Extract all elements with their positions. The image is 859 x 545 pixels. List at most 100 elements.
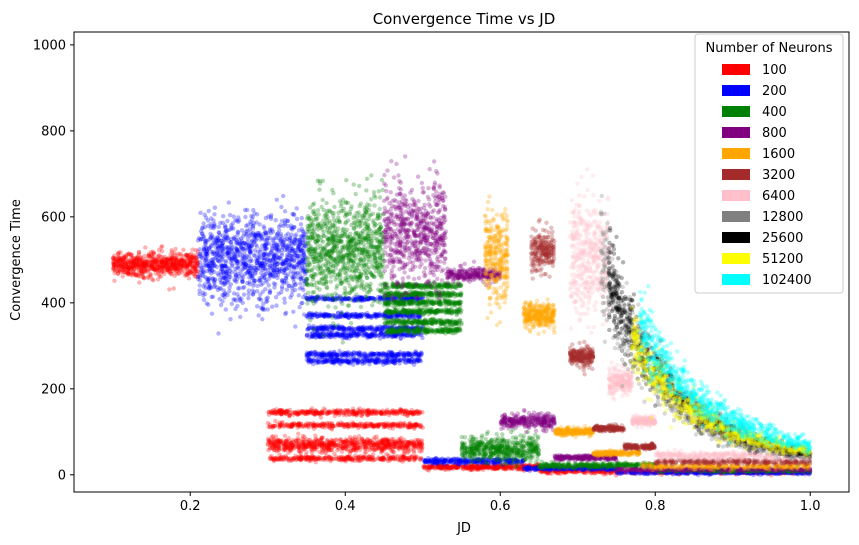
data-point-100 — [146, 269, 151, 274]
data-point-100 — [147, 255, 153, 260]
data-point-200 — [208, 225, 214, 230]
data-point-200 — [270, 261, 275, 266]
data-point-100 — [150, 260, 156, 265]
data-point-100 — [116, 250, 122, 255]
data-point-200 — [276, 249, 281, 254]
data-point-100 — [330, 442, 335, 447]
data-point-100 — [163, 261, 168, 266]
data-point-100 — [304, 410, 309, 415]
data-point-200 — [222, 225, 228, 230]
data-point-200 — [219, 243, 225, 248]
data-point-100 — [156, 271, 161, 277]
data-point-200 — [203, 215, 209, 220]
data-point-200 — [239, 228, 245, 233]
data-point-200 — [214, 235, 220, 240]
data-point-100 — [325, 438, 330, 444]
data-point-100 — [140, 263, 146, 268]
data-point-200 — [282, 280, 287, 286]
data-point-100 — [179, 263, 184, 268]
data-point-100 — [123, 255, 128, 260]
data-point-100 — [601, 472, 606, 477]
data-point-100 — [125, 272, 130, 277]
data-point-100 — [125, 270, 131, 276]
data-point-100 — [171, 263, 176, 268]
data-point-200 — [228, 317, 233, 322]
data-point-200 — [263, 242, 269, 247]
data-point-100 — [110, 259, 116, 265]
data-point-100 — [398, 423, 403, 428]
data-point-200 — [202, 258, 208, 264]
data-point-200 — [240, 300, 245, 305]
data-point-100 — [177, 262, 182, 267]
data-point-200 — [222, 295, 227, 300]
data-point-100 — [148, 272, 153, 277]
data-point-100 — [351, 446, 357, 451]
data-point-200 — [286, 262, 291, 268]
data-point-100 — [122, 269, 127, 275]
data-point-100 — [131, 270, 136, 275]
data-point-100 — [365, 413, 370, 418]
data-point-200 — [218, 280, 224, 285]
data-point-100 — [176, 251, 181, 256]
data-point-100 — [350, 412, 356, 417]
data-point-200 — [252, 278, 257, 283]
data-point-100 — [136, 249, 142, 255]
data-point-100 — [137, 280, 142, 285]
data-point-100 — [140, 274, 145, 279]
data-point-200 — [222, 275, 227, 281]
data-points — [110, 154, 813, 478]
data-point-100 — [173, 263, 178, 268]
data-point-100 — [387, 456, 392, 461]
data-point-100 — [168, 267, 173, 272]
data-point-200 — [226, 200, 231, 205]
data-point-200 — [212, 221, 217, 227]
data-point-100 — [163, 265, 169, 270]
data-point-100 — [193, 247, 198, 253]
data-point-100 — [187, 256, 192, 261]
data-point-200 — [377, 294, 383, 299]
data-point-100 — [173, 246, 178, 252]
data-point-100 — [175, 262, 180, 268]
data-point-100 — [327, 409, 332, 414]
data-point-100 — [187, 252, 192, 258]
data-point-100 — [125, 268, 131, 273]
data-point-100 — [126, 266, 132, 272]
data-point-100 — [343, 411, 348, 416]
data-point-100 — [173, 259, 178, 264]
data-point-200 — [279, 204, 284, 210]
data-point-200 — [232, 277, 237, 282]
data-point-100 — [174, 271, 179, 276]
data-point-100 — [158, 257, 163, 262]
data-point-100 — [275, 409, 280, 415]
data-point-100 — [191, 272, 196, 277]
data-point-100 — [340, 445, 346, 451]
data-point-200 — [240, 246, 245, 251]
data-point-200 — [216, 230, 222, 235]
data-point-100 — [389, 422, 394, 427]
data-point-200 — [210, 268, 215, 273]
data-point-100 — [379, 450, 384, 455]
data-point-100 — [337, 457, 342, 462]
data-point-100 — [141, 259, 147, 265]
data-point-200 — [295, 275, 300, 280]
data-point-100 — [167, 287, 172, 292]
data-point-200 — [240, 279, 245, 284]
data-point-100 — [311, 426, 317, 431]
data-point-200 — [233, 306, 238, 312]
data-point-200 — [235, 239, 240, 244]
data-point-200 — [200, 225, 205, 230]
data-point-200 — [263, 230, 268, 236]
data-point-100 — [144, 263, 149, 269]
data-point-100 — [316, 442, 322, 448]
data-point-200 — [209, 311, 215, 316]
data-point-100 — [126, 265, 131, 271]
data-point-100 — [303, 422, 309, 428]
data-point-200 — [287, 252, 292, 258]
data-point-100 — [345, 443, 350, 449]
data-point-200 — [265, 298, 270, 304]
data-point-200 — [197, 283, 202, 288]
data-point-100 — [412, 411, 417, 416]
data-point-200 — [198, 210, 203, 215]
data-point-200 — [244, 231, 249, 237]
data-point-200 — [306, 312, 311, 317]
